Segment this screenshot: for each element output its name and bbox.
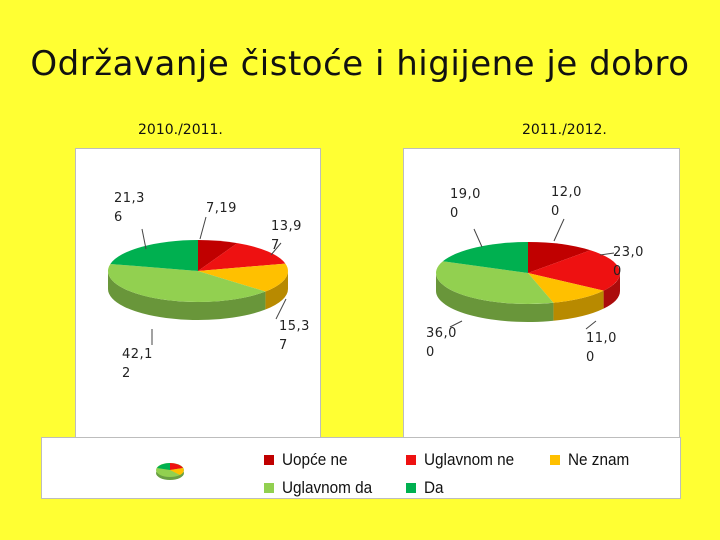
pie-slice-uopće-ne: [198, 240, 238, 271]
pie-side: [603, 273, 620, 309]
legend-label: Uglavnom ne: [424, 450, 515, 469]
legend-swatch: [264, 483, 274, 493]
data-label: 21,3 6: [114, 191, 145, 225]
pie-side: [553, 290, 604, 321]
pie-slice-uglavnom-da: [108, 263, 266, 302]
legend-label: Uglavnom da: [282, 478, 373, 497]
leader-line: [599, 252, 615, 256]
pie-side: [265, 271, 288, 310]
pie-side: [436, 273, 554, 322]
data-label: 12,0 0: [551, 185, 582, 219]
pie-slice-da: [110, 240, 198, 271]
leader-line: [449, 320, 463, 328]
data-label: 36,0 0: [426, 326, 457, 360]
legend-swatch: [406, 483, 416, 493]
leader-line: [275, 298, 287, 320]
data-label: 23,0 0: [613, 245, 644, 279]
pie-chart-panel-2010: 7,19 13,9 7 15,3 7 42,1 2 21,3 6: [75, 148, 321, 438]
pie-slice-da: [442, 242, 528, 273]
legend-item-uglavnom-da: Uglavnom da: [264, 478, 382, 498]
pie-slice-ne-znam: [528, 273, 604, 303]
leader-line: [585, 320, 597, 330]
pie-chart-panel-2011: 12,0 0 23,0 0 11,0 0 36,0 0 19,0 0: [403, 148, 680, 438]
leader-line: [270, 242, 282, 256]
leader-line: [141, 228, 147, 250]
data-label: 11,0 0: [586, 331, 617, 365]
pie-chart-2010: [108, 216, 288, 345]
pie-chart-2011: [436, 218, 620, 330]
legend-swatch: [406, 455, 416, 465]
leader-line: [199, 216, 207, 240]
pie-slice-uglavnom-ne: [528, 250, 620, 291]
data-label: 15,3 7: [279, 319, 310, 353]
pie-chart-icon: [156, 463, 184, 480]
legend-swatch: [264, 455, 274, 465]
legend-swatch: [550, 455, 560, 465]
legend: Uopće ne Uglavnom ne Ne znam Uglavnom da…: [41, 437, 681, 499]
legend-label: Ne znam: [568, 450, 630, 469]
leader-line: [473, 228, 483, 248]
data-label: 19,0 0: [450, 187, 481, 221]
pie-slice-ne-znam: [198, 263, 288, 292]
chart-title-2011: 2011./2012.: [522, 122, 607, 138]
legend-item-da: Da: [406, 478, 446, 498]
pie-slice-uopće-ne: [528, 242, 591, 273]
pie-slice-uglavnom-ne: [198, 243, 286, 271]
pie-slice-uglavnom-da: [436, 261, 554, 304]
page-title: Održavanje čistoće i higijene je dobro: [30, 44, 690, 84]
legend-item-uglavnom-ne: Uglavnom ne: [406, 450, 524, 470]
legend-label: Da: [424, 478, 444, 497]
leader-line: [553, 218, 565, 242]
data-label: 13,9 7: [271, 219, 302, 253]
data-label: 42,1 2: [122, 347, 153, 381]
legend-item-ne-znam: Ne znam: [550, 450, 636, 470]
chart-title-2010: 2010./2011.: [138, 122, 223, 138]
legend-item-uopce-ne: Uopće ne: [264, 450, 355, 470]
pie-side: [108, 271, 266, 320]
data-label: 7,19: [206, 201, 237, 216]
legend-label: Uopće ne: [282, 450, 348, 469]
